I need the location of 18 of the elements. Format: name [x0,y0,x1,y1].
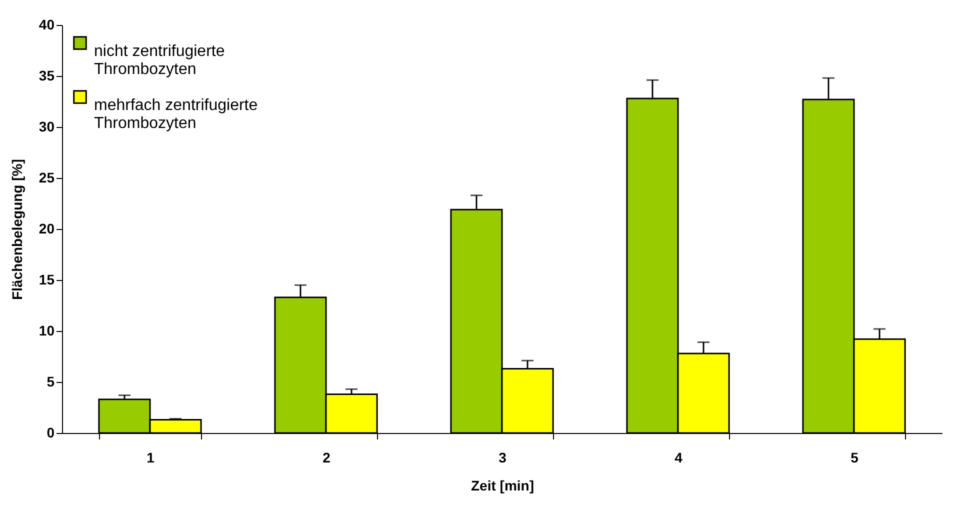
y-tick-label: 10 [38,322,55,338]
y-tick-label: 15 [38,272,55,288]
y-tick-label: 5 [46,374,55,390]
y-tick-label: 40 [38,16,55,32]
legend-label: nicht zentrifugierte Thrombozyten [94,43,225,78]
x-tick-label: 2 [322,450,331,466]
legend-label: mehrfach zentrifugierte Thrombozyten [94,97,258,132]
y-tick-label: 30 [38,118,55,134]
x-tick-label: 1 [146,450,155,466]
y-axis-title: Flächenbelegung [%] [8,159,25,300]
x-axis-title: Zeit [min] [471,478,534,494]
x-tick-label: 4 [674,450,683,466]
x-tick-label: 5 [850,450,859,466]
y-tick-label: 0 [46,424,55,440]
y-tick-label: 20 [38,220,55,236]
x-tick-label: 3 [498,450,507,466]
y-tick-label: 35 [38,68,55,84]
y-tick-label: 25 [38,170,55,186]
